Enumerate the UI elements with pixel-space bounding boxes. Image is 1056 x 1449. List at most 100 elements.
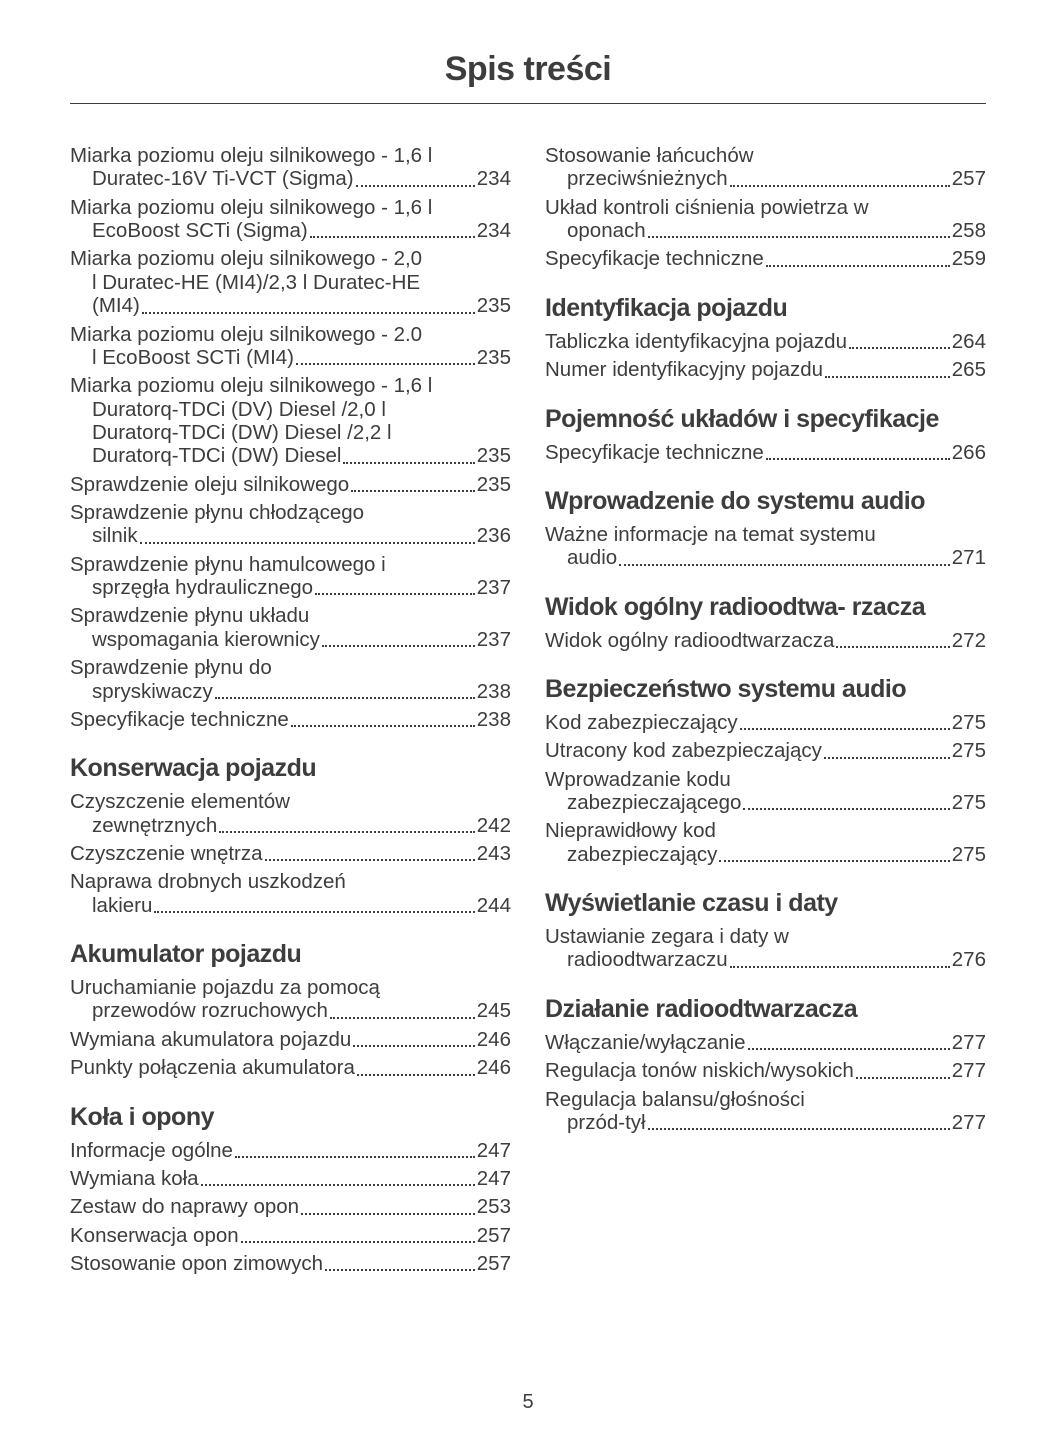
toc-entry-text: audio (567, 546, 617, 569)
toc-entry: Ustawianie zegara i daty wradioodtwarzac… (545, 925, 986, 972)
section-heading: Pojemność układów i specyfikacje (545, 406, 986, 433)
page-number-footer: 5 (0, 1391, 1056, 1414)
toc-entry: Czyszczenie elementówzewnętrznych242 (70, 790, 511, 837)
toc-entry-text: lakieru (92, 894, 152, 917)
toc-page-number: 236 (477, 524, 511, 547)
toc-entry-lastline: audio271 (545, 546, 986, 569)
toc-entry-text: Konserwacja opon (70, 1224, 239, 1247)
toc-entry-line: Miarka poziomu oleju silnikowego - 2.0 (70, 323, 511, 346)
toc-entry: Sprawdzenie płynu układuwspomagania kier… (70, 604, 511, 651)
toc-page-number: 275 (952, 711, 986, 734)
right-column: Stosowanie łańcuchówprzeciwśnieżnych257U… (545, 144, 986, 1280)
toc-entry-line: l Duratec-HE (MI4)/2,3 l Duratec-HE (70, 271, 511, 294)
dot-leader (766, 265, 950, 267)
dot-leader (215, 697, 475, 699)
toc-entry: Stosowanie opon zimowych 257 (70, 1252, 511, 1275)
toc-page-number: 275 (952, 791, 986, 814)
toc-page-number: 265 (952, 358, 986, 381)
section-heading: Konserwacja pojazdu (70, 755, 511, 782)
toc-page-number: 237 (477, 628, 511, 651)
dot-leader (330, 1017, 475, 1019)
toc-entry: Wymiana koła247 (70, 1167, 511, 1190)
toc-entry-lastline: Specyfikacje techniczne 238 (70, 708, 511, 731)
toc-entry-text: Włączanie/wyłączanie (545, 1031, 746, 1054)
toc-entry-text: Wymiana akumulatora pojazdu (70, 1028, 351, 1051)
toc-entry-line: Regulacja balansu/głośności (545, 1088, 986, 1111)
toc-entry: Miarka poziomu oleju silnikowego - 1,6 l… (70, 374, 511, 467)
toc-entry-lastline: Utracony kod zabezpieczający 275 (545, 739, 986, 762)
dot-leader (353, 1045, 475, 1047)
toc-entry-line: Naprawa drobnych uszkodzeń (70, 870, 511, 893)
toc-page-number: 235 (477, 444, 511, 467)
dot-leader (824, 757, 950, 759)
toc-entry-text: Specyfikacje techniczne (70, 708, 289, 731)
toc-page-number: 277 (952, 1059, 986, 1082)
dot-leader (142, 312, 475, 314)
dot-leader (296, 363, 475, 365)
toc-page-number: 257 (477, 1252, 511, 1275)
toc-entry: Miarka poziomu oleju silnikowego - 1,6 l… (70, 196, 511, 243)
toc-entry-text: Czyszczenie wnętrza (70, 842, 263, 865)
toc-entry-text: Regulacja tonów niskich/wysokich (545, 1059, 854, 1082)
toc-entry-lastline: silnik 236 (70, 524, 511, 547)
toc-entry-line: Czyszczenie elementów (70, 790, 511, 813)
left-column: Miarka poziomu oleju silnikowego - 1,6 l… (70, 144, 511, 1280)
dot-leader (719, 860, 949, 862)
toc-entry-lastline: spryskiwaczy238 (70, 680, 511, 703)
section-heading: Wyświetlanie czasu i daty (545, 890, 986, 917)
toc-page-number: 244 (477, 894, 511, 917)
toc-entry-lastline: l EcoBoost SCTi (MI4)235 (70, 346, 511, 369)
toc-entry-text: radioodtwarzaczu (567, 948, 728, 971)
toc-page-number: 257 (477, 1224, 511, 1247)
toc-page-number: 277 (952, 1111, 986, 1134)
toc-page-number: 245 (477, 999, 511, 1022)
toc-entry-text: spryskiwaczy (92, 680, 213, 703)
toc-entry-text: Duratec-16V Ti-VCT (Sigma) (92, 167, 354, 190)
toc-entry: Miarka poziomu oleju silnikowego - 2.0l … (70, 323, 511, 370)
dot-leader (315, 593, 475, 595)
toc-entry-text: Utracony kod zabezpieczający (545, 739, 822, 762)
toc-entry-text: przód-tył (567, 1111, 646, 1134)
toc-entry-lastline: zewnętrznych242 (70, 814, 511, 837)
dot-leader (154, 911, 474, 913)
toc-page-number: 277 (952, 1031, 986, 1054)
toc-page-number: 246 (477, 1056, 511, 1079)
toc-entry: Specyfikacje techniczne 238 (70, 708, 511, 731)
dot-leader (343, 462, 474, 464)
toc-entry-lastline: Widok ogólny radioodtwarzacza272 (545, 629, 986, 652)
page-title: Spis treści (70, 50, 986, 104)
dot-leader (836, 646, 949, 648)
toc-entry-line: Sprawdzenie płynu chłodzącego (70, 501, 511, 524)
dot-leader (322, 645, 475, 647)
dot-leader (357, 1074, 475, 1076)
toc-entry-text: (MI4) (92, 294, 140, 317)
toc-entry: Zestaw do naprawy opon253 (70, 1195, 511, 1218)
toc-entry-lastline: Punkty połączenia akumulatora 246 (70, 1056, 511, 1079)
toc-entry-lastline: zabezpieczający275 (545, 843, 986, 866)
toc-entry-lastline: Specyfikacje techniczne266 (545, 441, 986, 464)
toc-page-number: 243 (477, 842, 511, 865)
toc-page-number: 235 (477, 346, 511, 369)
toc-page-number: 235 (477, 294, 511, 317)
toc-columns: Miarka poziomu oleju silnikowego - 1,6 l… (70, 144, 986, 1280)
toc-page-number: 238 (477, 708, 511, 731)
dot-leader (856, 1077, 950, 1079)
toc-entry: Miarka poziomu oleju silnikowego - 2,0l … (70, 247, 511, 317)
toc-entry-lastline: Czyszczenie wnętrza 243 (70, 842, 511, 865)
toc-entry-line: Miarka poziomu oleju silnikowego - 2,0 (70, 247, 511, 270)
section-heading: Widok ogólny radioodtwa- rzacza (545, 594, 986, 621)
dot-leader (325, 1269, 475, 1271)
dot-leader (241, 1241, 475, 1243)
toc-page-number: 275 (952, 739, 986, 762)
toc-page-number: 234 (477, 167, 511, 190)
toc-entry-text: Sprawdzenie oleju silnikowego (70, 473, 349, 496)
toc-entry-line: Miarka poziomu oleju silnikowego - 1,6 l (70, 196, 511, 219)
toc-entry: Sprawdzenie płynu hamulcowego isprzęgła … (70, 553, 511, 600)
section-heading: Wprowadzenie do systemu audio (545, 488, 986, 515)
toc-entry: Regulacja balansu/głośnościprzód-tył 277 (545, 1088, 986, 1135)
toc-entry-lastline: przewodów rozruchowych245 (70, 999, 511, 1022)
toc-entry-text: Stosowanie opon zimowych (70, 1252, 323, 1275)
section-heading: Bezpieczeństwo systemu audio (545, 676, 986, 703)
toc-entry-text: silnik (92, 524, 138, 547)
toc-entry-lastline: Wymiana koła247 (70, 1167, 511, 1190)
